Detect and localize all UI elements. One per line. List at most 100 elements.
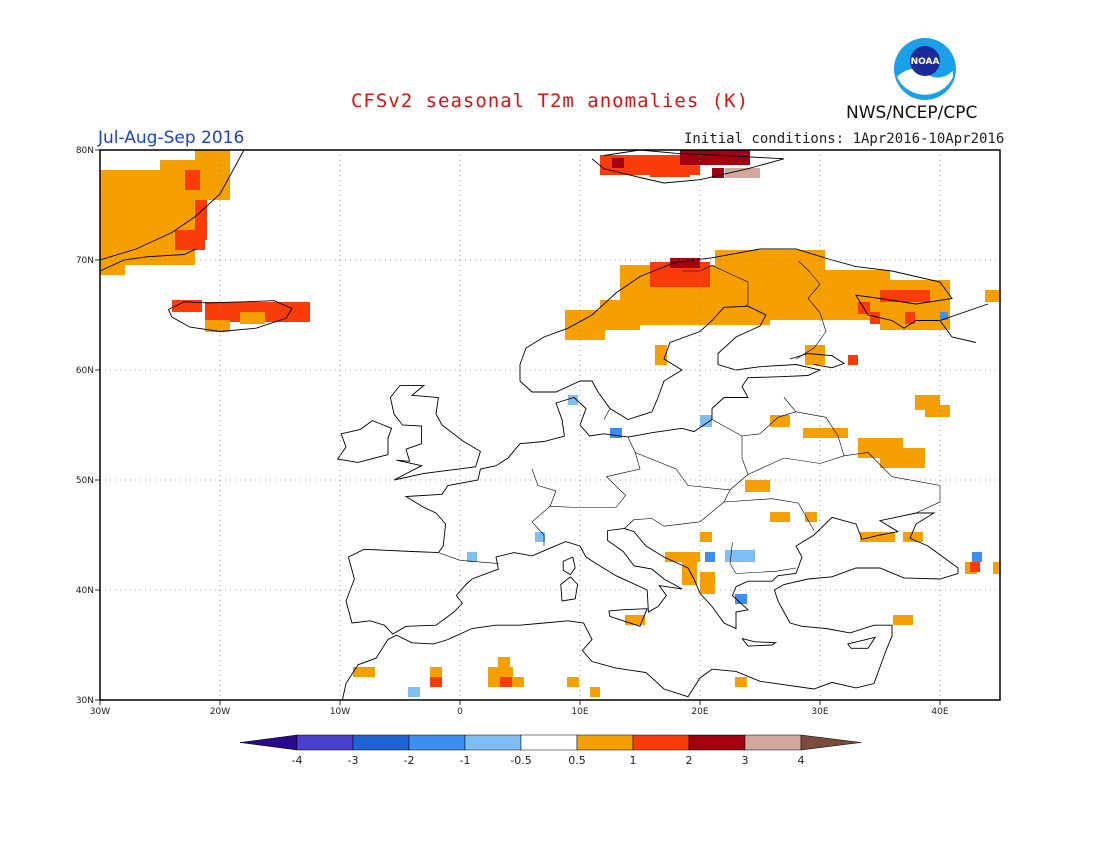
anomaly-cell xyxy=(430,677,442,687)
graticule xyxy=(95,149,1000,705)
colorbar-label: -0.5 xyxy=(510,754,531,767)
anomaly-cell xyxy=(205,320,230,332)
lat-tick-label: 50N xyxy=(76,476,94,486)
latitude-labels: 80N 70N 60N 50N 40N 30N xyxy=(76,146,94,706)
anomaly-cell xyxy=(467,552,477,562)
lon-tick-label: 30W xyxy=(90,707,110,717)
colorbar-swatch xyxy=(632,734,690,751)
forecast-period: Jul-Aug-Sep 2016 xyxy=(98,128,245,148)
map-title: CFSv2 seasonal T2m anomalies (K) xyxy=(350,90,750,112)
anomaly-cell xyxy=(172,300,202,312)
svg-text:NOAA: NOAA xyxy=(911,57,940,67)
agency-label: NWS/NCEP/CPC xyxy=(846,103,978,123)
colorbar-swatch xyxy=(576,734,634,751)
anomaly-cell xyxy=(625,615,645,625)
coastline xyxy=(591,150,785,184)
anomaly-cell xyxy=(353,667,375,677)
coastline xyxy=(389,384,481,481)
colorbar-label: 1 xyxy=(630,754,637,767)
anomaly-cell xyxy=(565,310,605,340)
colorbar-label: -4 xyxy=(292,754,303,767)
anomaly-cell xyxy=(670,258,700,268)
anomaly-cell xyxy=(100,265,125,275)
country-border xyxy=(795,260,827,360)
lat-tick-label: 30N xyxy=(76,696,94,706)
anomaly-cell xyxy=(805,512,817,522)
lon-tick-label: 30E xyxy=(811,707,828,717)
coastline xyxy=(519,248,989,365)
anomaly-cell xyxy=(705,552,715,562)
coastline xyxy=(560,576,579,602)
anomaly-cell xyxy=(848,355,858,365)
colorbar-label: 2 xyxy=(686,754,693,767)
anomaly-cell xyxy=(970,562,980,572)
lon-tick-label: 20E xyxy=(691,707,708,717)
lon-tick-label: 20W xyxy=(210,707,230,717)
anomaly-cell xyxy=(600,300,640,330)
colorbar-swatch xyxy=(744,734,802,751)
anomaly-cell xyxy=(408,687,420,697)
anomaly-cell xyxy=(725,550,755,562)
anomaly-cell xyxy=(700,415,712,427)
anomaly-cell xyxy=(195,150,230,200)
anomaly-cell xyxy=(745,480,770,492)
anomaly-cell xyxy=(535,532,545,542)
lat-tick-label: 40N xyxy=(76,586,94,596)
anomaly-cell xyxy=(985,290,1000,302)
coastline xyxy=(167,300,293,332)
colorbar-swatch xyxy=(296,734,354,751)
initial-conditions: Initial conditions: 1Apr2016-10Apr2016 xyxy=(684,131,1005,147)
anomaly-cell xyxy=(682,560,697,585)
colorbar-label: -3 xyxy=(348,754,359,767)
country-border xyxy=(723,498,815,531)
country-border xyxy=(603,408,611,420)
colorbar-swatch xyxy=(688,734,746,751)
anomaly-cell xyxy=(655,345,667,365)
anomaly-cell xyxy=(567,677,579,687)
country-border xyxy=(624,489,731,529)
colorbar-label: 0.5 xyxy=(568,754,586,767)
coastline xyxy=(939,320,977,343)
anomaly-cell xyxy=(612,158,624,168)
anomaly-cell xyxy=(430,667,442,677)
lon-tick-label: 40E xyxy=(931,707,948,717)
anomaly-cell xyxy=(700,572,715,594)
coastline xyxy=(608,608,648,627)
colorbar-swatch xyxy=(352,734,410,751)
anomaly-cell xyxy=(512,677,524,687)
noaa-logo: NOAA xyxy=(894,38,956,100)
country-border xyxy=(747,452,941,514)
anomaly-cell xyxy=(972,552,982,562)
lat-tick-label: 70N xyxy=(76,256,94,266)
anomaly-cell xyxy=(735,594,747,604)
lon-tick-label: 10E xyxy=(571,707,588,717)
anomaly-cell xyxy=(860,532,895,542)
coastline xyxy=(100,248,197,272)
anomaly-cell xyxy=(870,312,880,324)
anomaly-cell xyxy=(770,415,790,427)
anomaly-cell xyxy=(880,448,925,468)
country-border xyxy=(729,542,797,574)
anomaly-cell xyxy=(500,677,512,687)
lon-tick-label: 10W xyxy=(330,707,350,717)
colorbar-swatch xyxy=(239,734,298,751)
coastline xyxy=(562,556,576,576)
anomaly-cells xyxy=(100,150,1000,697)
anomaly-cell xyxy=(590,687,600,697)
anomaly-cell xyxy=(880,290,930,302)
colorbar-label: 3 xyxy=(742,754,749,767)
longitude-labels: 30W 20W 10W 0 10E 20E 30E 40E xyxy=(90,707,949,717)
coastline xyxy=(341,396,959,700)
anomaly-cell xyxy=(725,168,760,178)
colorbar-swatch xyxy=(464,734,522,751)
coastline xyxy=(789,353,846,369)
lat-tick-label: 60N xyxy=(76,366,94,376)
anomaly-cell xyxy=(925,405,950,417)
country-border xyxy=(741,397,797,437)
country-border xyxy=(549,436,641,508)
lon-tick-label: 0 xyxy=(457,707,463,717)
lat-tick-label: 80N xyxy=(76,146,94,156)
colorbar-label: -1 xyxy=(460,754,471,767)
anomaly-cell xyxy=(993,562,1000,574)
